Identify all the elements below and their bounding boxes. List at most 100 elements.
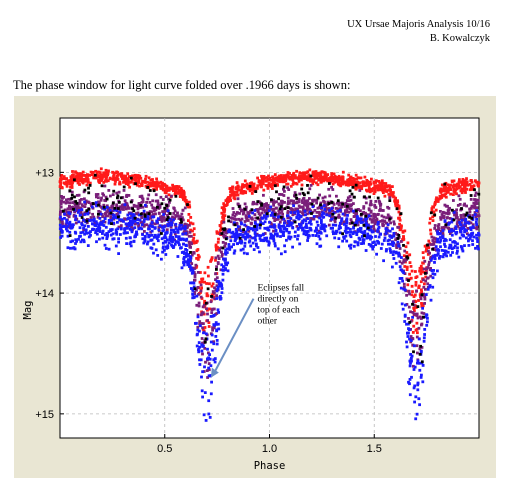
data-point (236, 233, 240, 236)
data-point (250, 187, 253, 190)
data-point (84, 199, 88, 203)
data-point (65, 180, 69, 184)
data-point (260, 216, 264, 220)
data-point (315, 176, 319, 179)
data-point (288, 230, 291, 234)
data-point (95, 240, 98, 244)
data-point (176, 211, 179, 215)
data-point (96, 175, 99, 179)
data-point (348, 189, 352, 193)
data-point (353, 240, 357, 244)
data-point (404, 303, 407, 307)
data-point (308, 207, 311, 211)
data-point (281, 231, 285, 234)
data-point (432, 210, 436, 214)
data-point (187, 262, 190, 266)
data-point (84, 229, 88, 233)
data-point (206, 294, 210, 298)
data-point (353, 183, 356, 187)
data-point (306, 191, 310, 195)
data-point (276, 215, 280, 219)
data-point (114, 228, 118, 232)
data-point (344, 225, 348, 229)
data-point (73, 210, 77, 214)
data-point (450, 220, 454, 224)
data-point (358, 218, 362, 221)
data-point (220, 211, 224, 215)
data-point (141, 237, 145, 241)
data-point (196, 332, 199, 336)
data-point (469, 198, 473, 201)
data-point (124, 218, 128, 221)
data-point (65, 177, 68, 180)
data-point (328, 214, 332, 218)
data-point (86, 178, 90, 181)
data-point (123, 229, 127, 232)
data-point (419, 344, 422, 348)
data-point (232, 195, 236, 198)
data-point (258, 207, 262, 211)
data-point (85, 219, 89, 223)
data-point (116, 178, 120, 181)
data-point (285, 228, 289, 231)
data-point (82, 226, 85, 230)
data-point (287, 188, 291, 191)
data-point (176, 228, 180, 232)
data-point (202, 331, 205, 335)
data-point (449, 188, 453, 191)
data-point (426, 316, 429, 320)
data-point (201, 370, 204, 374)
data-point (107, 230, 111, 233)
data-point (296, 213, 300, 217)
data-point (408, 321, 412, 324)
data-point (207, 368, 211, 372)
data-point (243, 241, 247, 245)
data-point (460, 207, 463, 210)
data-point (102, 224, 106, 227)
data-point (110, 219, 113, 222)
data-point (332, 172, 336, 176)
data-point (156, 199, 160, 203)
data-point (401, 238, 404, 241)
data-point (301, 208, 305, 212)
data-point (235, 232, 238, 235)
data-point (261, 222, 265, 225)
data-point (246, 252, 249, 256)
data-point (195, 344, 199, 348)
data-point (374, 181, 377, 184)
data-point (366, 224, 370, 227)
data-point (416, 331, 419, 335)
data-point (477, 233, 481, 237)
data-point (123, 203, 127, 207)
data-point (455, 184, 459, 188)
data-point (160, 257, 163, 261)
data-point (187, 240, 191, 244)
data-point (418, 269, 421, 273)
data-point (119, 233, 122, 236)
data-point (199, 289, 203, 293)
data-point (231, 235, 234, 239)
data-point (243, 202, 247, 206)
data-point (272, 234, 276, 238)
data-point (396, 199, 399, 203)
data-point (306, 184, 309, 187)
data-point (248, 239, 252, 243)
data-point (227, 215, 230, 219)
data-point (322, 223, 326, 227)
data-point (196, 286, 200, 289)
data-point (111, 201, 115, 205)
data-point (118, 210, 122, 214)
data-point (286, 206, 290, 209)
data-point (203, 305, 207, 309)
data-point (86, 212, 90, 216)
data-point (238, 236, 242, 240)
data-point (402, 271, 405, 275)
data-point (68, 182, 72, 185)
data-point (430, 235, 434, 239)
data-point (397, 254, 401, 257)
data-point (379, 247, 383, 250)
data-point (190, 262, 194, 265)
data-point (103, 217, 107, 220)
data-point (160, 232, 163, 235)
data-point (140, 227, 144, 231)
